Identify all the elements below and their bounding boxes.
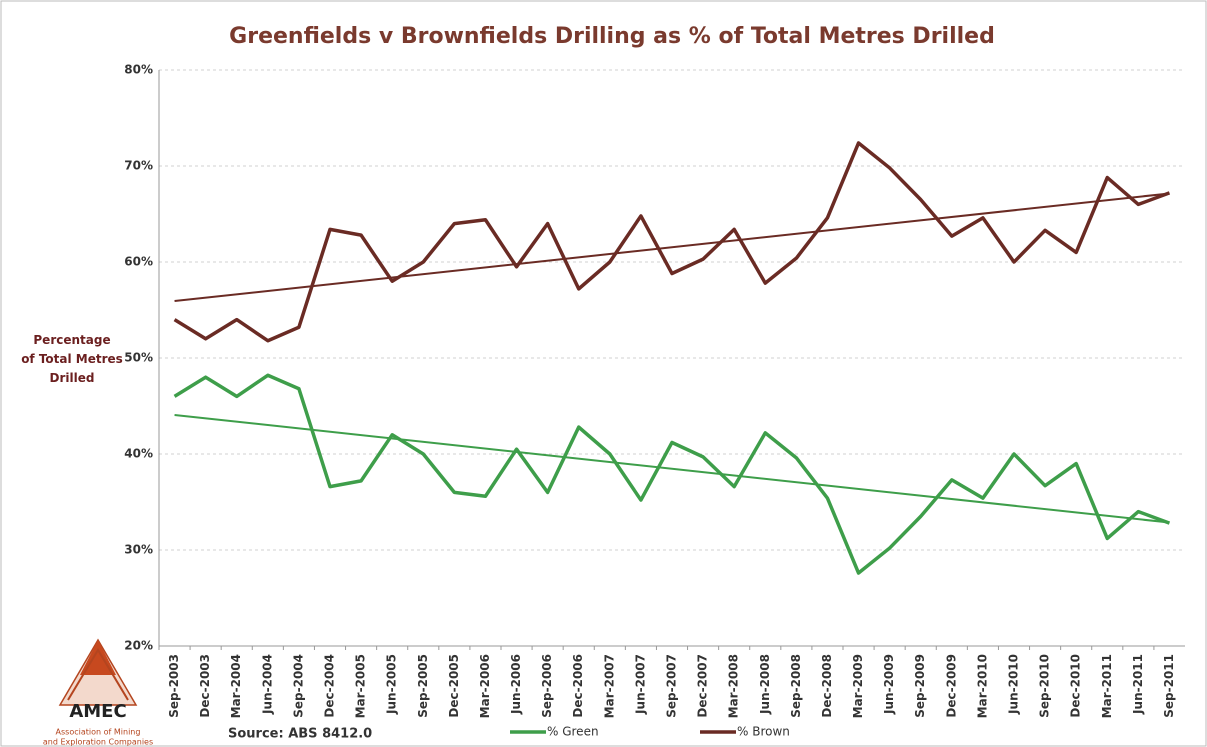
x-tick-label: Dec-2003 (198, 654, 212, 718)
y-tick-label: 80% (124, 63, 153, 77)
x-tick-label: Dec-2007 (696, 654, 710, 718)
x-tick-label: Jun-2008 (758, 654, 772, 715)
series-line (173, 373, 1171, 575)
x-tick-label: Mar-2006 (478, 654, 492, 718)
x-tick-label: Sep-2008 (789, 654, 803, 718)
legend-label: % Brown (737, 725, 790, 739)
y-tick-label: 20% (124, 639, 153, 653)
x-tick-label: Mar-2008 (727, 654, 741, 718)
logo-name: AMEC (69, 701, 126, 722)
y-tick-label: 70% (124, 159, 153, 173)
series-line (173, 141, 1171, 343)
legend-label: % Green (547, 725, 599, 739)
x-tick-label: Dec-2008 (820, 654, 834, 718)
x-tick-label: Jun-2006 (509, 654, 523, 715)
x-tick-label: Dec-2005 (447, 654, 461, 718)
y-tick-label: 50% (124, 351, 153, 365)
logo-subtitle: Association of Mining (56, 728, 141, 737)
x-tick-label: Mar-2010 (975, 654, 989, 718)
x-tick-label: Sep-2006 (540, 654, 554, 718)
chart-title: Greenfields v Brownfields Drilling as % … (229, 24, 995, 49)
x-tick-label: Sep-2009 (913, 654, 927, 718)
y-axis-label-line: Drilled (50, 371, 95, 385)
x-tick-label: Sep-2003 (167, 654, 181, 718)
x-tick-label: Sep-2007 (665, 654, 679, 718)
y-axis-label-line: Percentage (33, 333, 110, 347)
x-tick-label: Dec-2009 (944, 654, 958, 718)
x-tick-label: Mar-2005 (354, 654, 368, 718)
source: Source: ABS 8412.0 (228, 727, 372, 742)
x-tick-label: Jun-2007 (633, 654, 647, 715)
x-tick-label: Dec-2006 (571, 654, 585, 718)
x-tick-label: Jun-2004 (260, 654, 274, 715)
trendline (174, 192, 1170, 303)
logo-subtitle: and Exploration Companies (43, 738, 153, 747)
x-tick-label: Jun-2009 (882, 654, 896, 715)
x-tick-label: Jun-2011 (1131, 654, 1145, 715)
y-axis-label-line: of Total Metres (21, 352, 123, 366)
x-tick-label: Jun-2010 (1007, 654, 1021, 715)
y-axis-label: Percentage of Total Metres Drilled (21, 333, 123, 385)
x-tick-label: Sep-2010 (1038, 654, 1052, 718)
x-tick-label: Mar-2007 (602, 654, 616, 718)
x-tick-label: Jun-2005 (385, 654, 399, 715)
x-tick-label: Sep-2004 (291, 654, 305, 718)
x-tick-label: Sep-2011 (1162, 654, 1176, 718)
x-tick-label: Mar-2011 (1100, 654, 1114, 718)
trendline (174, 413, 1170, 524)
x-tick-label: Mar-2004 (229, 654, 243, 718)
y-tick-label: 40% (124, 447, 153, 461)
y-tick-label: 60% (124, 255, 153, 269)
y-tick-label: 30% (124, 543, 153, 557)
x-tick-label: Sep-2005 (416, 654, 430, 718)
logo-shape (67, 648, 129, 701)
x-tick-label: Dec-2004 (323, 654, 337, 718)
x-tick-label: Mar-2009 (851, 654, 865, 718)
logo: AMEC Association of Mining and Explorati… (43, 638, 153, 747)
x-tick-label: Dec-2010 (1069, 654, 1083, 718)
